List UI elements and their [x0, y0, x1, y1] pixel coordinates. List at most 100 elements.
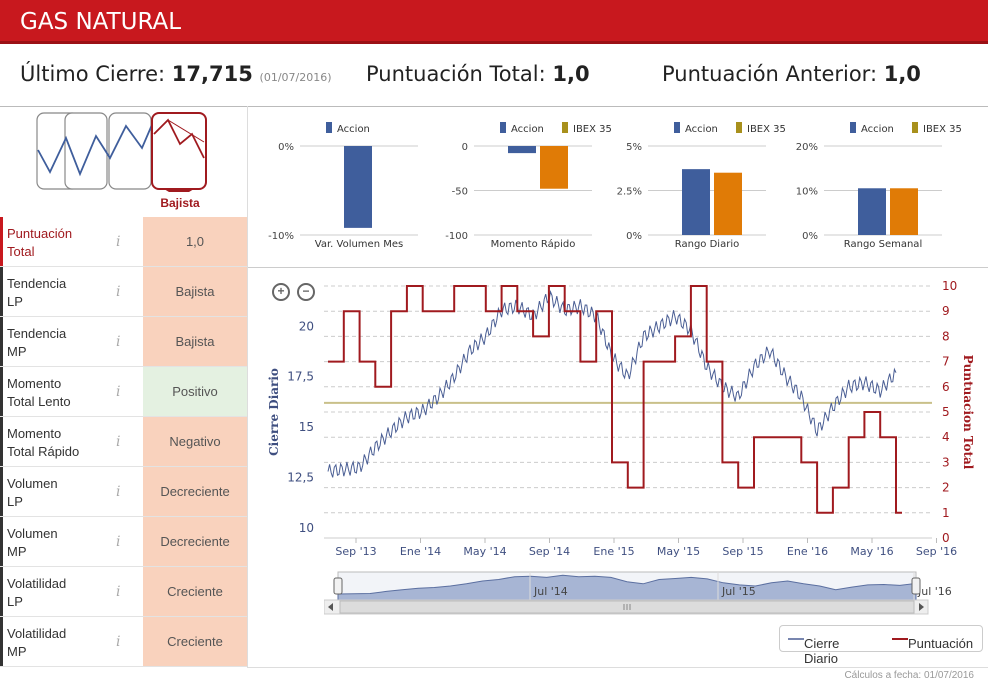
mini-legend-swatch [326, 122, 332, 133]
mini-tick-label: 20% [796, 142, 818, 153]
indicator-label: Volatilidad MP [0, 617, 143, 666]
mini-legend-label: Accion [337, 124, 370, 135]
x-tick-label: Ene '16 [787, 545, 828, 558]
info-icon[interactable]: i [116, 234, 121, 250]
indicator-label-line1: Tendencia [7, 276, 67, 291]
mini-chart-title: Rango Semanal [844, 239, 922, 250]
mini-legend-label: Accion [511, 124, 544, 135]
score-tick-label: 0 [942, 531, 950, 545]
mini-bar [540, 146, 568, 189]
previous-score: Puntuación Anterior: 1,0 [662, 62, 921, 86]
mini-chart-title: Momento Rápido [491, 238, 576, 250]
mini-bar [714, 172, 742, 235]
indicator-label: Momento Total Rápido [0, 417, 143, 466]
indicator-label: Momento Total Lento [0, 367, 143, 416]
indicator-row: Puntuación Total i 1,0 [0, 217, 247, 267]
legend-close-label: Cierre Diario [804, 636, 840, 666]
info-icon[interactable]: i [116, 534, 121, 550]
mini-tick-label: -10% [268, 231, 294, 242]
x-tick-label: Sep '14 [529, 545, 570, 558]
x-tick-label: Sep '15 [722, 545, 763, 558]
indicator-value: Bajista [143, 267, 247, 316]
close-tick-label: 12,5 [287, 471, 314, 485]
company-title: GAS NATURAL [20, 9, 182, 35]
legend-score[interactable]: Puntuación [892, 631, 973, 651]
calc-date-note: Cálculos a fecha: 01/07/2016 [844, 670, 974, 681]
footer-divider [248, 667, 988, 668]
info-icon[interactable]: i [116, 584, 121, 600]
mini-legend-swatch [850, 122, 856, 133]
charts-divider [248, 267, 988, 268]
info-icon[interactable]: i [116, 434, 121, 450]
indicator-value: Creciente [143, 567, 247, 616]
mini-tick-label: 2.5% [617, 187, 642, 198]
navigator-label: Jul '16 [917, 585, 952, 598]
info-icon[interactable]: i [116, 484, 121, 500]
mini-bar [858, 188, 886, 235]
mini-bar-charts: Accion 0% -10% Var. Volumen Mes Accion IBEX 3… [268, 122, 962, 250]
indicator-label: Tendencia LP [0, 267, 143, 316]
info-icon[interactable]: i [116, 384, 121, 400]
indicator-value: Creciente [143, 617, 247, 666]
total-score: Puntuación Total: 1,0 [366, 62, 590, 86]
info-icon[interactable]: i [116, 634, 121, 650]
range-navigator[interactable]: Jul '14 Jul '15 Jul '16 [324, 570, 964, 618]
indicator-label-line2: LP [7, 594, 23, 609]
score-series-line [328, 285, 902, 514]
indicator-value: Decreciente [143, 467, 247, 516]
indicator-label-line1: Volumen [7, 526, 58, 541]
indicator-label: Puntuación Total [0, 217, 143, 266]
scroll-right-icon [919, 603, 924, 611]
info-icon[interactable]: i [116, 284, 121, 300]
trend-chart-icon [36, 112, 207, 192]
zoom-in-icon[interactable]: + [272, 283, 290, 301]
score-tick-label: 3 [942, 455, 950, 469]
mini-tick-label: 0 [462, 142, 468, 153]
legend-close[interactable]: Cierre Diario [788, 631, 839, 666]
indicator-label-line2: Total Lento [7, 394, 71, 409]
mini-legend-label: IBEX 35 [747, 124, 786, 135]
x-tick-label: Ene '15 [593, 545, 634, 558]
mini-legend-label: Accion [685, 124, 718, 135]
zoom-out-icon[interactable]: − [297, 283, 315, 301]
mini-legend-swatch [562, 122, 568, 133]
navigator-handle-right [911, 577, 921, 595]
indicator-row: Tendencia LP i Bajista [0, 267, 247, 317]
mini-legend-swatch [500, 122, 506, 133]
previous-score-label: Puntuación Anterior: [662, 62, 878, 86]
mini-legend-swatch [674, 122, 680, 133]
mini-tick-label: 0% [626, 231, 642, 242]
x-tick-label: Sep '13 [335, 545, 376, 558]
close-tick-label: 10 [299, 521, 314, 535]
last-close-label: Último Cierre: [20, 62, 166, 86]
indicator-label-line1: Puntuación [7, 226, 73, 241]
indicator-label-line2: LP [7, 494, 23, 509]
indicator-value: Decreciente [143, 517, 247, 566]
indicator-label-line1: Volatilidad [7, 576, 67, 591]
mini-tick-label: -100 [445, 231, 468, 242]
indicator-label-line1: Volumen [7, 476, 58, 491]
indicator-label-line2: LP [7, 294, 23, 309]
mini-bar [682, 169, 710, 235]
close-tick-label: 17,5 [287, 370, 314, 384]
score-tick-label: 8 [942, 329, 950, 343]
indicator-value: Bajista [143, 317, 247, 366]
total-score-value: 1,0 [552, 62, 590, 86]
indicator-label-line1: Tendencia [7, 326, 67, 341]
info-icon[interactable]: i [116, 334, 121, 350]
scroll-left-icon [328, 603, 333, 611]
navigator-handle-left [333, 577, 343, 595]
mini-chart-title: Var. Volumen Mes [315, 239, 403, 250]
score-tick-label: 6 [942, 380, 950, 394]
mini-bar [344, 146, 372, 228]
mini-chart-title: Rango Diario [675, 239, 739, 250]
indicator-value: Positivo [143, 367, 247, 416]
mini-legend-swatch [912, 122, 918, 133]
indicator-row: Momento Total Lento i Positivo [0, 367, 247, 417]
main-legend: Cierre Diario Puntuación [779, 625, 983, 666]
score-tick-label: 2 [942, 481, 950, 495]
indicator-label-line2: MP [7, 344, 27, 359]
score-tick-label: 4 [942, 430, 950, 444]
legend-score-label: Puntuación [908, 636, 974, 651]
